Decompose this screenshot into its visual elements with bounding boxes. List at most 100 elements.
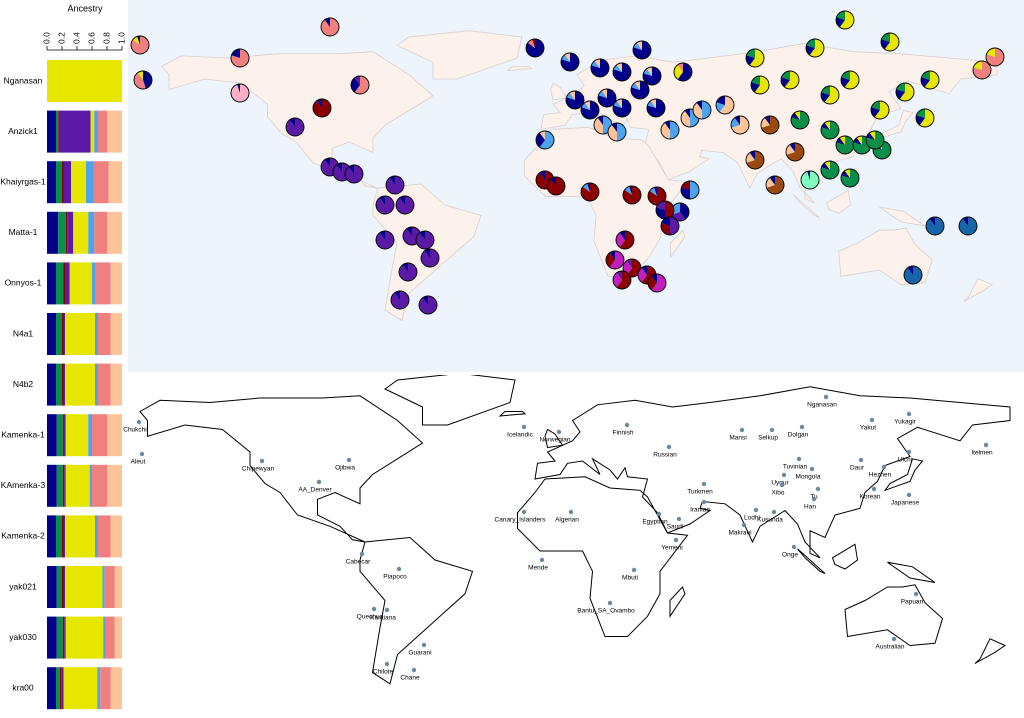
sample-label: Onnyos-1	[5, 278, 42, 288]
bar-segment	[47, 414, 57, 457]
sample-dot	[906, 492, 912, 498]
pie	[615, 230, 635, 250]
pie-outline	[730, 115, 750, 135]
pie-wedge	[661, 217, 670, 226]
bar-segment	[65, 363, 95, 406]
pie-wedge	[633, 42, 642, 50]
population-label: Mansi	[729, 435, 746, 442]
pie-wedge	[597, 116, 603, 125]
bar-segment	[110, 313, 122, 355]
pie-wedge	[629, 186, 632, 195]
bar-segment	[65, 313, 95, 355]
sample-dot	[411, 667, 417, 673]
land-outline	[517, 476, 689, 637]
pie	[632, 40, 652, 60]
pie-wedge	[630, 81, 649, 99]
pie-wedge	[986, 48, 995, 57]
pie	[745, 48, 765, 68]
bar-segment	[56, 464, 63, 507]
population-label: Australian	[876, 644, 905, 651]
pie-outline	[133, 70, 153, 90]
pie-wedge	[716, 102, 725, 113]
pie-outline	[612, 62, 632, 82]
pie-wedge	[230, 49, 249, 67]
bar-segment	[56, 414, 63, 457]
sample-dot	[556, 429, 562, 435]
pie-wedge	[746, 152, 755, 163]
land	[506, 66, 533, 72]
pie-wedge	[626, 259, 642, 277]
sample-label: yak021	[9, 581, 37, 591]
pie-wedge	[324, 158, 330, 167]
pie-wedge	[634, 81, 640, 90]
sample-dot	[796, 456, 802, 462]
sample-dot	[346, 457, 352, 463]
pie-wedge	[646, 67, 652, 76]
bar-segment	[64, 616, 66, 659]
pie-wedge	[616, 99, 622, 108]
population-label: Papuan	[901, 599, 924, 606]
bar-segment	[110, 515, 122, 558]
pie	[785, 142, 805, 162]
pie-wedge	[731, 116, 749, 134]
pie	[680, 180, 700, 200]
pie-wedge	[789, 143, 795, 152]
pie-outline	[790, 110, 810, 130]
pie-outline	[840, 168, 860, 188]
pie-wedge	[820, 121, 839, 139]
pie-outline	[800, 170, 820, 190]
pie	[880, 32, 900, 52]
pie-outline	[560, 52, 580, 72]
pie-outline	[535, 130, 555, 150]
pie-wedge	[526, 39, 545, 57]
pie-wedge	[631, 82, 640, 90]
pie-wedge	[696, 101, 702, 110]
bar-segment	[114, 616, 122, 659]
pie-outline	[546, 176, 566, 196]
pie-wedge	[582, 183, 590, 192]
pie-wedge	[539, 171, 545, 180]
pie-wedge	[237, 84, 240, 93]
bar-segment	[93, 161, 109, 204]
pie-wedge	[612, 99, 631, 117]
population-label: Daur	[850, 465, 865, 472]
population-label: Yakut	[860, 425, 876, 432]
pie-wedge	[581, 102, 590, 110]
bar-segment	[47, 616, 57, 659]
bar-segment	[63, 363, 65, 406]
pie-outline	[632, 40, 652, 60]
pie-wedge	[716, 96, 725, 105]
pie-wedge	[580, 101, 599, 119]
pie	[800, 170, 820, 190]
population-label: Tuvinian	[783, 464, 808, 471]
pie-outline	[865, 130, 885, 150]
sample-dot	[421, 642, 427, 648]
population-label: AA_Denver	[298, 487, 332, 494]
land	[670, 229, 686, 259]
pie-wedge	[985, 48, 1004, 67]
pie-wedge	[612, 63, 631, 81]
sample-dot	[913, 591, 919, 597]
pie-wedge	[424, 249, 430, 258]
sample-dot	[858, 457, 864, 463]
population-label: Finnish	[613, 430, 634, 437]
bar-segment	[47, 262, 56, 305]
sample-dot	[521, 424, 527, 430]
sample-dot	[666, 444, 672, 450]
pie	[580, 182, 600, 202]
pie-wedge	[806, 39, 815, 48]
population-label: Saudi	[667, 524, 684, 531]
pie-wedge	[655, 207, 665, 219]
bar-segment	[65, 515, 95, 558]
pie-outline	[525, 38, 545, 58]
pie-wedge	[547, 177, 566, 195]
bar-segment	[95, 313, 98, 355]
pie-wedge	[564, 53, 570, 62]
pie-wedge	[681, 181, 690, 190]
pie-outline	[785, 142, 805, 162]
pie-wedge	[871, 107, 880, 118]
pie-wedge	[354, 76, 360, 85]
pie-wedge	[959, 217, 978, 235]
pie-wedge	[916, 115, 925, 126]
pie	[590, 58, 610, 78]
